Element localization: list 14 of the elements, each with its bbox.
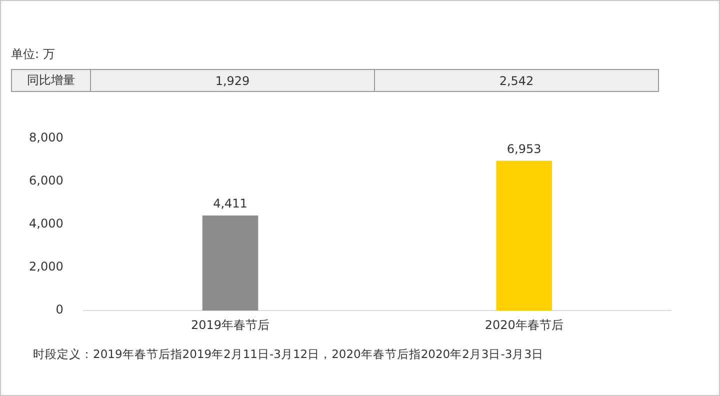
- x-tick-label: 2019年春节后: [190, 318, 270, 332]
- text: 1,929: [90, 70, 374, 92]
- text: 同比增量: [12, 70, 90, 92]
- data-label: 4,411: [213, 196, 248, 211]
- text: 时段定义：2019年春节后指2019年2月11日-3月12日，2020年春节后指2020年2月3日-3月3日: [33, 347, 544, 362]
- y-tick-label: 8,000: [28, 130, 64, 144]
- y-tick-label: 0: [56, 302, 64, 317]
- x-tick-label: 2020年春节后: [484, 318, 564, 332]
- text: 单位: 万: [11, 46, 55, 63]
- text: 2,542: [374, 70, 658, 92]
- data-label: 6,953: [506, 142, 542, 156]
- y-tick-label: 2,000: [28, 260, 64, 274]
- y-tick-label: 4,000: [28, 216, 64, 231]
- y-tick-label: 6,000: [28, 173, 64, 188]
